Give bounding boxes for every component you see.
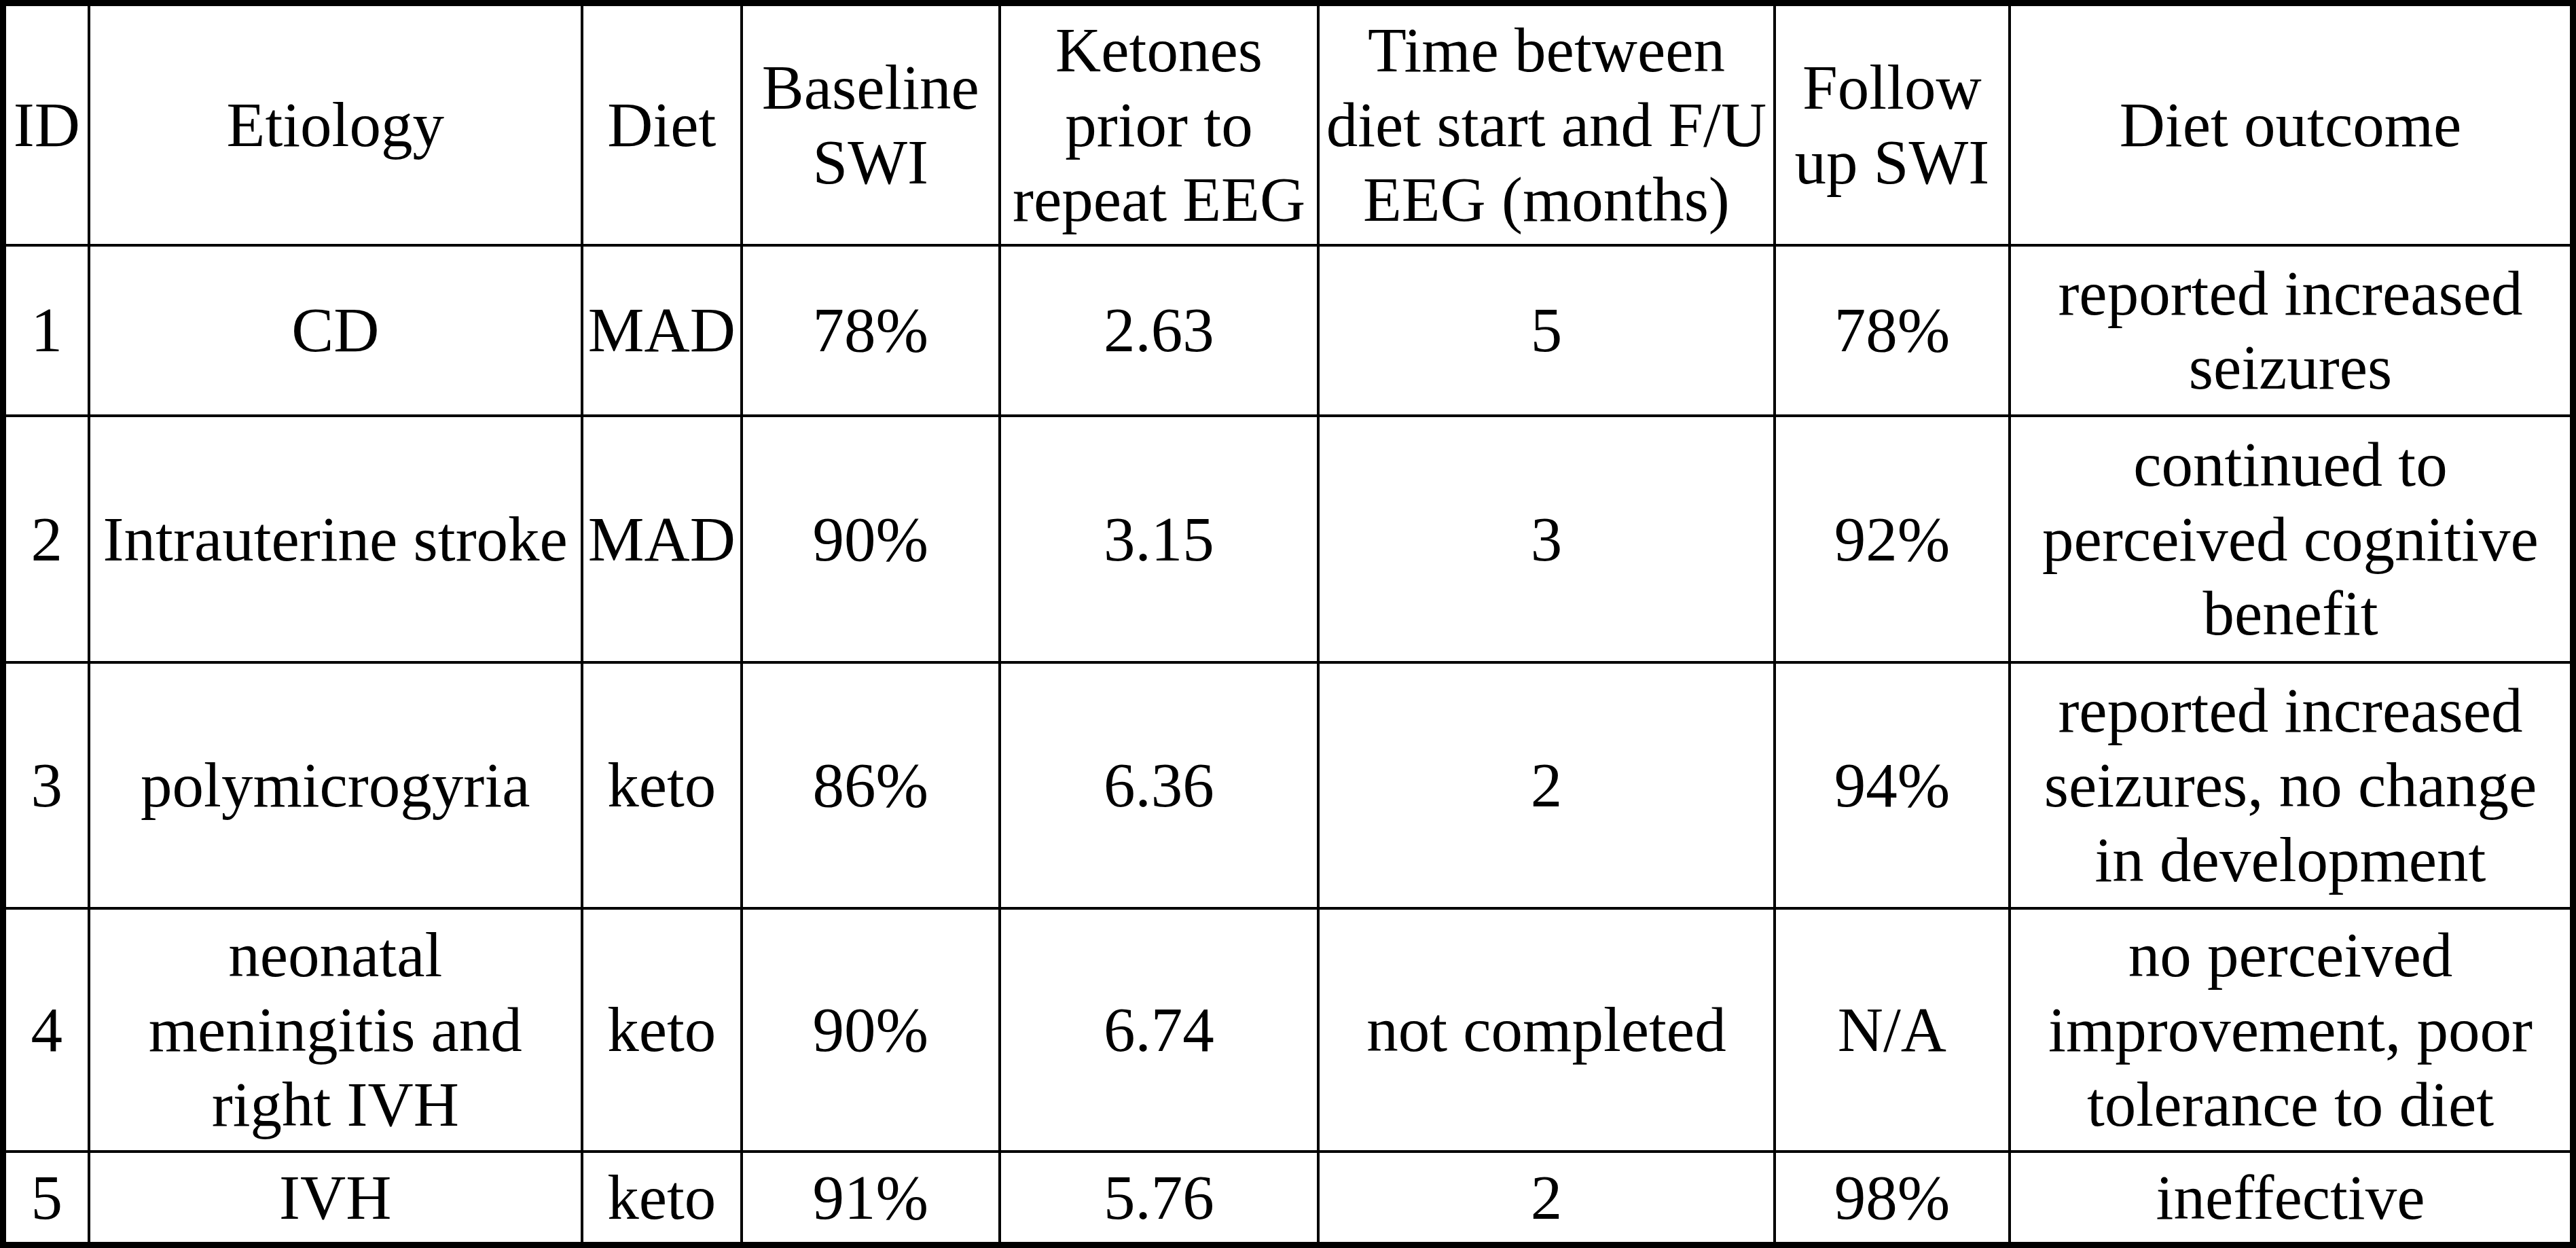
cell-id: 1 (3, 245, 89, 416)
cell-diet: keto (582, 908, 742, 1152)
column-header-diet-outcome: Diet outcome (2010, 3, 2573, 245)
table-row: 2 Intrauterine stroke MAD 90% 3.15 3 92%… (3, 416, 2573, 662)
column-header-etiology: Etiology (89, 3, 583, 245)
cell-time-months: 2 (1318, 662, 1775, 908)
cell-baseline-swi: 90% (742, 908, 1000, 1152)
column-header-diet: Diet (582, 3, 742, 245)
column-header-ketones: Ketones prior to repeat EEG (1000, 3, 1318, 245)
table-header-row: ID Etiology Diet Baseline SWI Ketones pr… (3, 3, 2573, 245)
cell-follow-up-swi: N/A (1775, 908, 2010, 1152)
cell-ketones: 3.15 (1000, 416, 1318, 662)
diet-outcomes-table: ID Etiology Diet Baseline SWI Ketones pr… (0, 0, 2576, 1248)
cell-diet-outcome: reported increased seizures (2010, 245, 2573, 416)
table-row: 3 polymicrogyria keto 86% 6.36 2 94% rep… (3, 662, 2573, 908)
cell-time-months: 2 (1318, 1152, 1775, 1245)
cell-ketones: 2.63 (1000, 245, 1318, 416)
cell-diet: keto (582, 1152, 742, 1245)
cell-diet-outcome: ineffective (2010, 1152, 2573, 1245)
cell-diet: keto (582, 662, 742, 908)
cell-id: 3 (3, 662, 89, 908)
cell-diet-outcome: no perceived improvement, poor tolerance… (2010, 908, 2573, 1152)
cell-follow-up-swi: 92% (1775, 416, 2010, 662)
cell-ketones: 6.36 (1000, 662, 1318, 908)
table-row: 5 IVH keto 91% 5.76 2 98% ineffective (3, 1152, 2573, 1245)
cell-follow-up-swi: 78% (1775, 245, 2010, 416)
table-row: 4 neonatal meningitis and right IVH keto… (3, 908, 2573, 1152)
cell-diet: MAD (582, 416, 742, 662)
cell-id: 2 (3, 416, 89, 662)
cell-baseline-swi: 90% (742, 416, 1000, 662)
cell-time-months: 3 (1318, 416, 1775, 662)
cell-time-months: 5 (1318, 245, 1775, 416)
diet-outcomes-table-container: ID Etiology Diet Baseline SWI Ketones pr… (0, 0, 2576, 1248)
column-header-id: ID (3, 3, 89, 245)
cell-id: 5 (3, 1152, 89, 1245)
cell-diet: MAD (582, 245, 742, 416)
column-header-follow-up-swi: Follow up SWI (1775, 3, 2010, 245)
cell-etiology: neonatal meningitis and right IVH (89, 908, 583, 1152)
cell-ketones: 6.74 (1000, 908, 1318, 1152)
cell-baseline-swi: 86% (742, 662, 1000, 908)
cell-diet-outcome: continued to perceived cognitive benefit (2010, 416, 2573, 662)
cell-ketones: 5.76 (1000, 1152, 1318, 1245)
table-row: 1 CD MAD 78% 2.63 5 78% reported increas… (3, 245, 2573, 416)
cell-etiology: polymicrogyria (89, 662, 583, 908)
cell-id: 4 (3, 908, 89, 1152)
cell-follow-up-swi: 98% (1775, 1152, 2010, 1245)
cell-etiology: IVH (89, 1152, 583, 1245)
cell-baseline-swi: 78% (742, 245, 1000, 416)
cell-diet-outcome: reported increased seizures, no change i… (2010, 662, 2573, 908)
cell-follow-up-swi: 94% (1775, 662, 2010, 908)
column-header-baseline-swi: Baseline SWI (742, 3, 1000, 245)
column-header-time-between: Time between diet start and F/U EEG (mon… (1318, 3, 1775, 245)
cell-etiology: Intrauterine stroke (89, 416, 583, 662)
cell-baseline-swi: 91% (742, 1152, 1000, 1245)
cell-etiology: CD (89, 245, 583, 416)
cell-time-months: not completed (1318, 908, 1775, 1152)
